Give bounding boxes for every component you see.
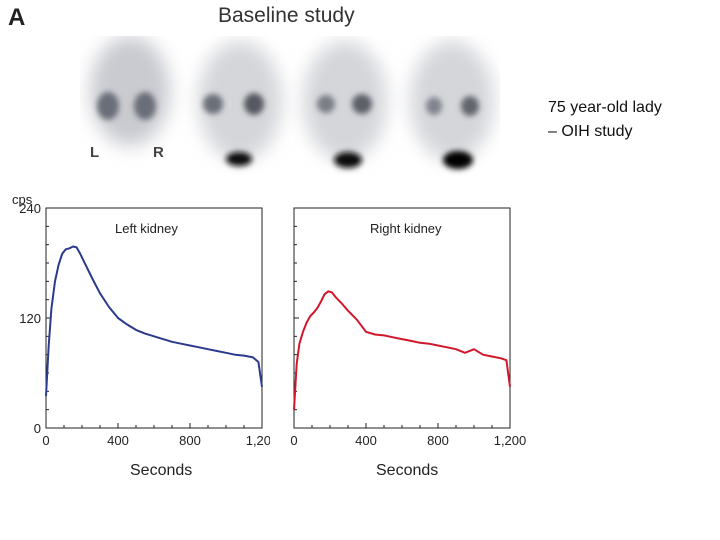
right-kidney-curve	[293, 290, 511, 410]
left-kidney-chart: cps 0 400 800 1,200 0 120 240 Left kidney Seco…	[12, 192, 270, 479]
x-axis-label: Seconds	[376, 462, 438, 479]
x-axis-label: Seconds	[130, 462, 192, 479]
left-kidney-curve	[45, 245, 263, 396]
x-tick-label: 800	[179, 433, 201, 448]
x-tick-label: 800	[427, 433, 449, 448]
side-note-line-1: 75 year-old lady	[548, 99, 662, 116]
x-tick-label: 1,200	[494, 433, 527, 448]
scan-frame-3	[303, 41, 387, 168]
side-note-line-2: – OIH study	[548, 123, 633, 140]
study-title: Baseline study	[218, 4, 355, 27]
side-note: 75 year-old lady – OIH study	[548, 96, 662, 144]
chart-title: Right kidney	[370, 221, 442, 236]
plot-frame	[45, 207, 263, 429]
scan-frame-1: L R	[90, 36, 170, 161]
x-tick-label: 0	[42, 433, 49, 448]
right-kidney-chart: 0 400 800 1,200 Right kidney Seconds	[290, 207, 527, 479]
y-tick-label: 0	[34, 421, 41, 436]
panel-label: A	[8, 4, 26, 31]
scan-image-strip: L R	[90, 36, 494, 169]
scan-label-left: L	[90, 144, 99, 161]
scan-label-right: R	[153, 144, 164, 161]
y-tick-label: 120	[19, 311, 41, 326]
plot-frame	[293, 207, 511, 429]
y-tick-label: 240	[19, 201, 41, 216]
scan-frame-2	[198, 41, 282, 166]
x-tick-label: 0	[290, 433, 297, 448]
scan-frame-4	[410, 41, 494, 169]
chart-title: Left kidney	[115, 221, 178, 236]
y-axis-label: cps	[12, 192, 33, 207]
x-tick-label: 400	[355, 433, 377, 448]
x-tick-label: 1,200	[246, 433, 270, 448]
x-tick-label: 400	[107, 433, 129, 448]
